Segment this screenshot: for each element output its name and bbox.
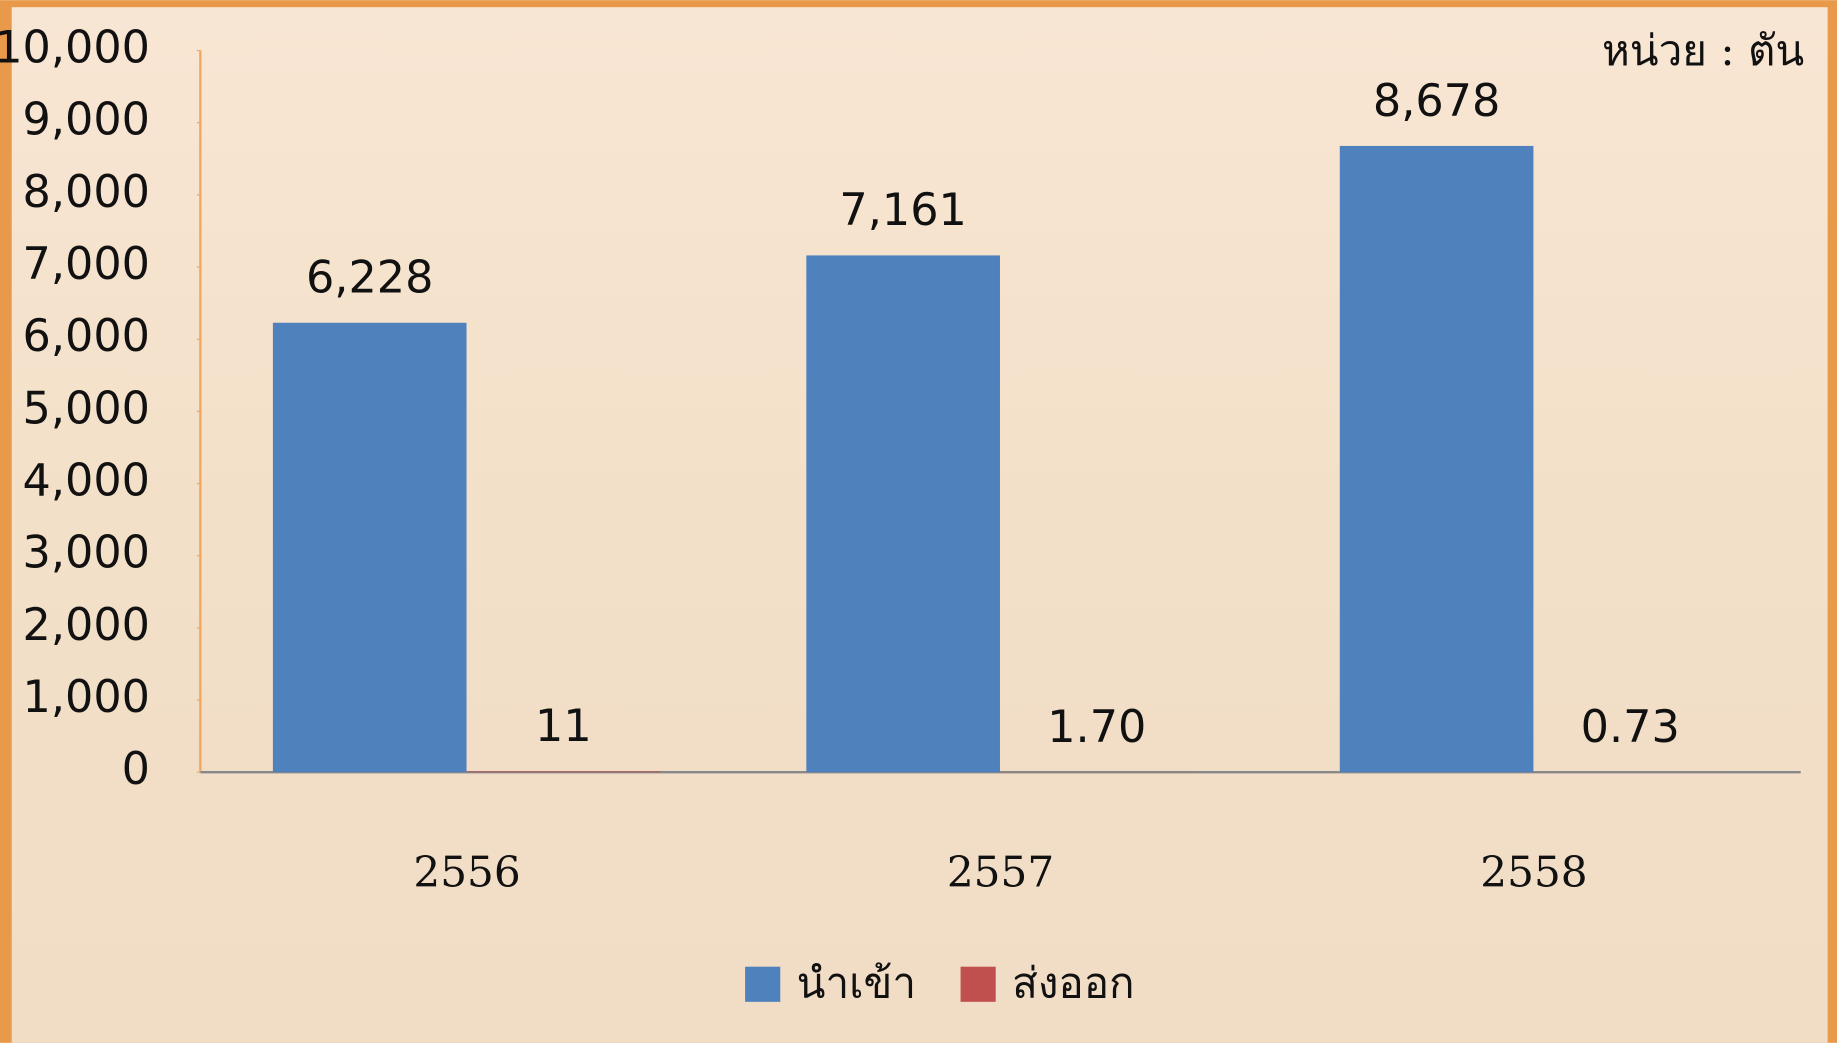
data-label: 7,161 [839,185,966,236]
y-tick-label: 10,000 [0,23,150,74]
y-tick-label: 9,000 [23,95,150,146]
legend-swatch [960,966,996,1002]
y-tick-label: 4,000 [23,456,150,507]
bar [466,771,661,773]
y-tick-label: 2,000 [23,600,150,651]
x-tick-label: 2558 [1480,847,1587,896]
data-label: 11 [535,701,592,752]
bar [1339,145,1534,773]
unit-annotation: หน่วย : ตัน [1602,26,1804,75]
y-tick-label: 0 [122,744,150,795]
y-tick-label: 1,000 [23,672,150,723]
y-tick-label: 6,000 [23,311,150,362]
data-label: 8,678 [1373,76,1500,127]
legend-label: นำเข้า [797,959,916,1008]
y-tick-label: 5,000 [23,383,150,434]
x-tick-label: 2557 [947,847,1054,896]
data-label: 6,228 [306,253,433,304]
data-label: 0.73 [1581,702,1680,753]
data-label: 1.70 [1047,702,1146,753]
y-tick-label: 7,000 [23,239,150,290]
y-tick-label: 8,000 [23,167,150,218]
bar [272,322,467,773]
x-tick-label: 2556 [413,847,520,896]
bar [806,255,1000,773]
y-tick-label: 3,000 [23,528,150,579]
legend-label: ส่งออก [1012,959,1134,1008]
legend-swatch [745,966,781,1002]
